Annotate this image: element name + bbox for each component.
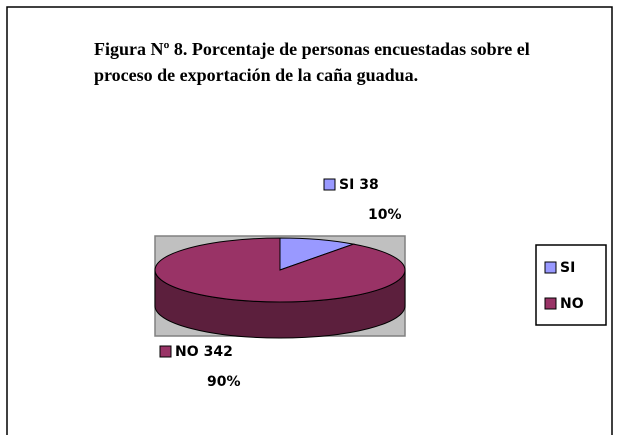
label-swatch (323, 178, 336, 191)
percentage-label: 90% (207, 374, 241, 390)
label-category: NO (175, 344, 199, 360)
data-label: SI 38 (339, 177, 379, 193)
data-label: NO 342 (175, 344, 233, 360)
legend-label: NO (560, 296, 584, 312)
percentage-label: 10% (368, 207, 402, 223)
legend-label: SI (560, 260, 575, 276)
title-box: Figura Nº 8. Porcentaje de personas encu… (94, 39, 530, 85)
label-value: 38 (359, 177, 378, 193)
chart-title: Figura Nº 8. Porcentaje de personas encu… (94, 39, 530, 85)
legend-swatch (544, 297, 557, 310)
label-swatch (159, 345, 172, 358)
legend-swatch (544, 261, 557, 274)
label-category: SI (339, 177, 354, 193)
label-value: 342 (204, 344, 233, 360)
chart-frame (6, 6, 613, 435)
pie-slice (154, 237, 406, 303)
pie-slice (279, 237, 356, 271)
legend-box (535, 244, 607, 326)
